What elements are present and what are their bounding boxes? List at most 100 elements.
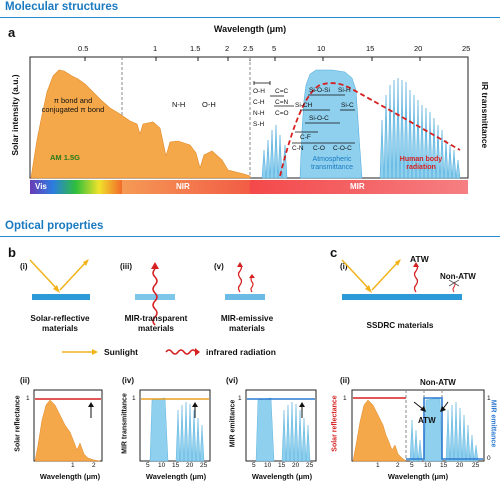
b-ii-ylabel: Solar reflectance (14, 395, 22, 452)
b-vi-tick-10: 10 (264, 462, 272, 469)
plot-ssdrc (351, 389, 485, 462)
emissive-substrate (225, 294, 265, 300)
b-iv-tick-25: 25 (200, 462, 208, 469)
c-ii-label: (ii) (340, 376, 350, 385)
tick-1: 1 (153, 44, 158, 53)
tick-1-5: 1.5 (190, 44, 201, 53)
tick-10: 10 (317, 44, 326, 53)
c-ylabel-left: Solar reflectance (331, 395, 339, 452)
bond-si-c: Si-C (341, 102, 354, 109)
bond-c-f: C-F (300, 134, 311, 141)
caption-ssdrc: SSDRC materials (366, 321, 434, 330)
tick-2: 2 (225, 44, 230, 53)
c-plot-atw: ATW (418, 416, 436, 425)
legend-sunlight-label: Sunlight (104, 347, 138, 357)
b-iv-label: (iv) (122, 376, 134, 385)
bond-c-n: C-N (292, 145, 304, 152)
solar-spectrum-area (30, 69, 251, 179)
c-zero-right: 0 (487, 455, 491, 462)
tick-5: 5 (272, 44, 277, 53)
panel-c-graphics (341, 259, 485, 462)
ir-wave-through (152, 268, 158, 326)
caption-solar-reflective: Solar-reflective materials (30, 314, 90, 333)
section-divider-top (0, 17, 500, 18)
c-xlabel: Wavelength (μm) (387, 472, 449, 481)
b-vi-ylabel: MIR emittance (229, 399, 237, 448)
b-iii-label: (iii) (120, 262, 132, 271)
c-i-label: (i) (340, 262, 348, 271)
b-v-label: (v) (214, 262, 224, 271)
tick-2-5: 2.5 (243, 44, 254, 53)
atw-wave (413, 263, 419, 293)
panel-c-label: c (330, 245, 338, 260)
section-title-optical: Optical properties (5, 220, 104, 232)
plot-mir-transmittance (139, 389, 211, 462)
b-vi-tick-20: 20 (292, 462, 300, 469)
band-vis-label: Vis (35, 182, 47, 191)
c-ymax-left: 1 (343, 395, 347, 402)
tick-15: 15 (366, 44, 375, 53)
legend-infrared-label: infrared radiation (206, 347, 276, 357)
vis-bonds-label: π bond and conjugated π bond (41, 96, 105, 114)
c-tick-25: 25 (472, 462, 480, 469)
b-ii-tick-1: 1 (71, 462, 75, 469)
mir-band (250, 180, 468, 194)
panel-b-illustrations (29, 259, 265, 356)
plot-mir-emittance (245, 389, 317, 462)
c-tick-1: 1 (376, 462, 380, 469)
panel-b-label: b (8, 245, 16, 260)
b-ii-ymax: 1 (26, 395, 30, 402)
section-divider-bottom (0, 236, 500, 237)
vis-band (30, 180, 122, 194)
tick-20: 20 (414, 44, 423, 53)
sun-ray-in (29, 259, 59, 291)
bonds-col2: C=C C=N C=O (275, 88, 289, 117)
b-iv-ymax: 1 (132, 395, 136, 402)
c-tick-20: 20 (456, 462, 464, 469)
b-ii-xlabel: Wavelength (μm) (39, 472, 101, 481)
panel-a-ticks (84, 57, 469, 61)
b-vi-tick-25: 25 (306, 462, 314, 469)
nir-band (122, 180, 250, 194)
b-i-label: (i) (20, 262, 28, 271)
bond-c-o: C-O (313, 145, 325, 152)
reflective-substrate (32, 294, 90, 300)
caption-mir-transparent: MIR-transparent materials (124, 314, 188, 333)
bond-si-o-c: Si-O-C (309, 115, 329, 122)
b-iv-tick-20: 20 (186, 462, 194, 469)
plot-solar-reflectance (33, 389, 103, 462)
b-iv-ylabel: MIR transmittance (121, 393, 129, 454)
bond-si-o-si: Si-O-Si (309, 87, 330, 94)
b-iv-xlabel: Wavelength (μm) (145, 472, 207, 481)
b-ii-tick-2: 2 (92, 462, 96, 469)
b-iv-tick-15: 15 (172, 462, 180, 469)
bond-si-ch: Si-CH (295, 102, 313, 109)
bond-c-o-c: C-O-C (333, 145, 352, 152)
y-left-title: Solar intensity (a.u.) (10, 74, 20, 156)
nir-bond-oh: O-H (202, 100, 216, 109)
bond-si-h: Si-H (338, 87, 351, 94)
nir-bond-nh: N-H (172, 100, 186, 109)
panel-a-label: a (8, 25, 16, 40)
c-tick-15: 15 (440, 462, 448, 469)
panel-a-x-title: Wavelength (μm) (213, 24, 287, 34)
b-vi-ymax: 1 (238, 395, 242, 402)
human-body-radiation-curve (279, 82, 461, 177)
section-title-molecular: Molecular structures (5, 1, 119, 13)
legend-ir-wave (165, 349, 197, 355)
c-tick-10: 10 (424, 462, 432, 469)
b-vi-label: (vi) (226, 376, 238, 385)
tick-0-5: 0.5 (78, 44, 89, 53)
ssdrc-substrate (342, 294, 462, 300)
transparent-substrate (135, 294, 175, 300)
bond-bracket-lines (253, 81, 355, 144)
band-nir-label: NIR (176, 182, 190, 191)
tick-25: 25 (462, 44, 471, 53)
panel-a-chart (29, 56, 469, 194)
atmos-label: Atmospheric transmittance (310, 156, 354, 171)
sun-ray-out (59, 261, 87, 291)
c-ymax-right: 1 (487, 395, 491, 402)
c-atw-label: ATW (410, 254, 429, 264)
b-ii-label: (ii) (20, 376, 30, 385)
b-iv-tick-5: 5 (146, 462, 150, 469)
